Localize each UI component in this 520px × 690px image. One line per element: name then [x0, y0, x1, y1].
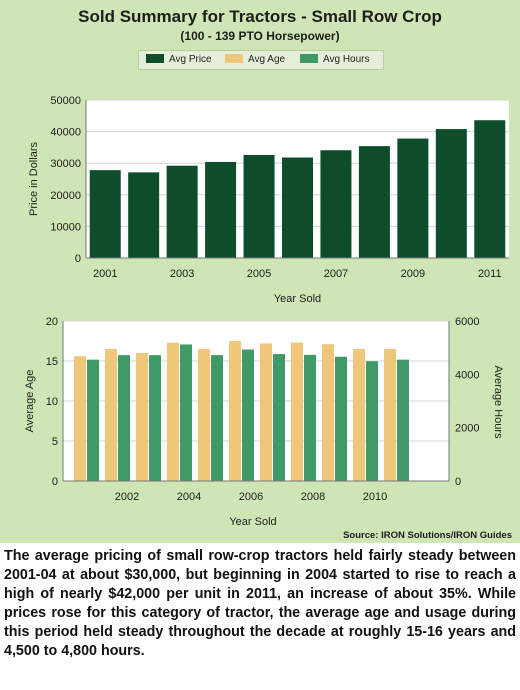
- age-x-tick-label: 2002: [115, 491, 139, 503]
- hours-bar: [118, 355, 130, 481]
- price-x-tick-label: 2005: [247, 268, 271, 280]
- age-bar: [322, 344, 334, 481]
- age-bar: [384, 349, 396, 481]
- legend-swatch-avg-age: [225, 54, 243, 63]
- hours-y-tick-label: 4000: [455, 369, 479, 381]
- price-y-tick-label: 30000: [50, 158, 81, 170]
- age-y-axis-title: Average Age: [24, 370, 36, 433]
- price-y-tick-label: 10000: [50, 221, 81, 233]
- hours-bar: [397, 359, 409, 481]
- hours-bar: [304, 354, 316, 481]
- price-bar: [320, 150, 352, 258]
- hours-bar: [366, 361, 378, 481]
- age-y-tick-label: 0: [52, 476, 58, 488]
- price-bar: [358, 146, 390, 258]
- chart-title: Sold Summary for Tractors - Small Row Cr…: [78, 7, 442, 26]
- price-x-axis-title: Year Sold: [274, 293, 321, 305]
- price-y-tick-label: 20000: [50, 190, 81, 202]
- hours-y-tick-label: 6000: [455, 316, 479, 328]
- hours-bar: [335, 356, 347, 481]
- price-bar: [166, 165, 198, 258]
- age-bar: [136, 353, 148, 481]
- legend-swatch-avg-price: [146, 54, 164, 63]
- hours-bar: [180, 344, 192, 481]
- age-bar: [105, 349, 117, 481]
- hours-bar: [242, 349, 254, 481]
- price-y-axis-title: Price in Dollars: [28, 142, 40, 216]
- price-y-tick-label: 50000: [50, 95, 81, 107]
- price-bar: [397, 138, 429, 258]
- price-bar: [205, 161, 237, 258]
- hours-bar: [211, 355, 223, 481]
- price-bar: [474, 120, 506, 258]
- age-x-tick-label: 2004: [177, 491, 201, 503]
- price-x-tick-label: 2001: [93, 268, 117, 280]
- age-bar: [229, 341, 241, 481]
- hours-bar: [149, 355, 161, 481]
- price-x-tick-label: 2009: [401, 268, 425, 280]
- price-x-tick-label: 2007: [324, 268, 348, 280]
- hours-y-tick-label: 2000: [455, 423, 479, 435]
- price-bar: [243, 154, 275, 258]
- price-bar: [435, 129, 467, 258]
- legend-item-avg-price: Avg Price: [146, 54, 212, 65]
- price-x-tick-label: 2003: [170, 268, 194, 280]
- age-x-tick-label: 2006: [239, 491, 263, 503]
- age-x-tick-label: 2008: [301, 491, 325, 503]
- age-y-tick-label: 15: [46, 356, 58, 368]
- age-bar: [291, 342, 303, 481]
- price-bar: [128, 172, 160, 258]
- hours-y-tick-label: 0: [455, 476, 461, 488]
- age-bar: [74, 356, 86, 481]
- age-y-tick-label: 20: [46, 316, 58, 328]
- legend-item-avg-age: Avg Age: [225, 54, 285, 65]
- chart-subtitle: (100 - 139 PTO Horsepower): [180, 29, 340, 43]
- age-x-tick-label: 2010: [363, 491, 387, 503]
- legend-label-avg-price: Avg Price: [169, 54, 212, 65]
- caption-text: The average pricing of small row-crop tr…: [4, 548, 516, 659]
- price-y-tick-label: 40000: [50, 127, 81, 139]
- age-bar: [260, 343, 272, 481]
- age-bar: [353, 349, 365, 481]
- legend-label-avg-hours: Avg Hours: [323, 54, 370, 65]
- legend-item-avg-hours: Avg Hours: [300, 54, 370, 65]
- hours-bar: [87, 359, 99, 481]
- legend-swatch-avg-hours: [300, 54, 318, 63]
- legend-label-avg-age: Avg Age: [248, 54, 286, 65]
- price-bar: [282, 157, 313, 258]
- price-bar: [89, 170, 121, 258]
- age-bar: [198, 349, 210, 481]
- source-note: Source: IRON Solutions/IRON Guides: [343, 530, 512, 541]
- age-y-tick-label: 5: [52, 436, 58, 448]
- age-y-tick-label: 10: [46, 396, 58, 408]
- price-x-tick-label: 2011: [478, 268, 502, 280]
- legend: Avg Price Avg Age Avg Hours: [138, 50, 384, 70]
- age-bar: [167, 342, 179, 481]
- age-x-axis-title: Year Sold: [229, 516, 276, 528]
- chart-panel: Sold Summary for Tractors - Small Row Cr…: [0, 0, 520, 543]
- price-y-tick-label: 0: [75, 253, 81, 265]
- hours-y-axis-title: Average Hours: [492, 365, 504, 439]
- hours-bar: [273, 354, 285, 481]
